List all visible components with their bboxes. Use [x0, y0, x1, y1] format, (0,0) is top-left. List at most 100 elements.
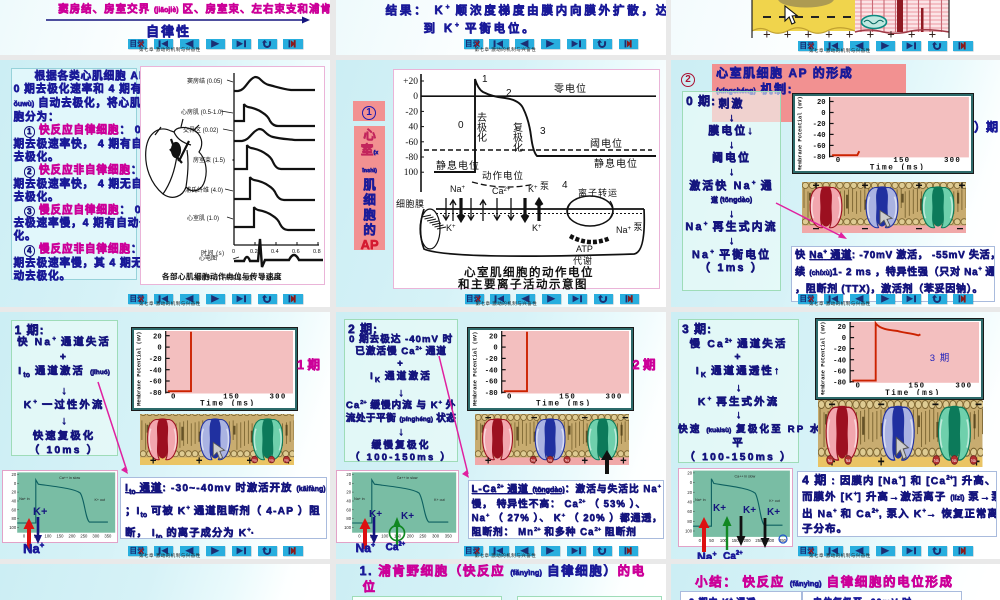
svg-text:+: +	[958, 182, 965, 192]
svg-text:Membrane Potential (mV): Membrane Potential (mV)	[798, 96, 804, 170]
svg-text:Na+ 泵: Na+ 泵	[616, 222, 643, 235]
svg-text:350: 350	[779, 537, 787, 542]
svg-text:0: 0	[349, 481, 352, 486]
svg-text:0: 0	[836, 157, 842, 165]
svg-text:0: 0	[506, 394, 512, 402]
svg-text:0: 0	[821, 110, 825, 118]
svg-text:250: 250	[80, 534, 88, 539]
svg-text:-20: -20	[813, 121, 826, 129]
svg-text:40: 40	[346, 499, 351, 504]
svg-text:各部心肌细胞动作电位与传导速度: 各部心肌细胞动作电位与传导速度	[161, 271, 282, 281]
svg-text:0: 0	[699, 537, 702, 542]
svg-text:零电位: 零电位	[554, 82, 587, 95]
svg-text:200: 200	[69, 534, 77, 539]
svg-text:0: 0	[458, 120, 464, 131]
svg-text:150: 150	[57, 534, 65, 539]
svg-text:Membrane Potential (mV): Membrane Potential (mV)	[137, 331, 143, 405]
svg-text:3 期: 3 期	[929, 353, 949, 364]
svg-text:心房肌 (0.5-1.0): 心房肌 (0.5-1.0)	[181, 108, 223, 116]
svg-text:80: 80	[346, 516, 351, 521]
svg-text:300: 300	[955, 383, 972, 391]
svg-text:−: −	[485, 414, 492, 424]
svg-text:+: +	[485, 455, 492, 465]
svg-text:−: −	[956, 222, 963, 233]
svg-text:静息电位: 静息电位	[594, 157, 638, 170]
svg-text:−: −	[582, 414, 589, 424]
svg-text:Time (ms): Time (ms)	[535, 401, 591, 406]
svg-text:0: 0	[14, 481, 17, 486]
svg-text:K+ 泵: K+ 泵	[528, 181, 549, 194]
svg-text:心室肌 (1.0): 心室肌 (1.0)	[187, 214, 219, 222]
svg-text:40: 40	[687, 499, 692, 504]
svg-text:Na+ in: Na+ in	[354, 497, 365, 501]
svg-text:Ca++ in slow: Ca++ in slow	[59, 476, 80, 480]
svg-text:K+ out: K+ out	[95, 498, 106, 502]
svg-text:Na: Na	[971, 457, 976, 463]
svg-text:心电图: 心电图	[199, 254, 217, 262]
svg-text:Time (ms): Time (ms)	[870, 164, 926, 170]
svg-text:+20: +20	[403, 77, 418, 87]
svg-text:0.4: 0.4	[271, 249, 279, 255]
svg-text:80: 80	[12, 516, 17, 521]
svg-text:−: −	[531, 414, 538, 424]
svg-text:-80: -80	[813, 153, 826, 161]
svg-text:K+: K+	[532, 223, 542, 233]
svg-text:0: 0	[841, 335, 845, 343]
svg-text:-80: -80	[833, 379, 846, 387]
svg-text:细胞膜: 细胞膜	[396, 198, 425, 209]
svg-text:1: 1	[482, 74, 488, 85]
svg-text:心室肌细胞的动作电位: 心室肌细胞的动作电位	[464, 265, 594, 279]
svg-text:Na+ in: Na+ in	[19, 497, 30, 501]
svg-text:Ca++ in slow: Ca++ in slow	[397, 476, 418, 480]
svg-text:静息电位: 静息电位	[436, 159, 480, 172]
svg-text:-20: -20	[484, 356, 497, 364]
svg-text:350: 350	[104, 534, 112, 539]
svg-text:-40: -40	[833, 357, 846, 365]
svg-text:0.6: 0.6	[292, 249, 300, 255]
svg-text:100: 100	[720, 537, 728, 542]
svg-text:0: 0	[23, 534, 26, 539]
svg-text:Membrane Potential (mV): Membrane Potential (mV)	[820, 321, 826, 395]
svg-text:-20: -20	[833, 346, 846, 354]
svg-text:K+: K+	[713, 503, 726, 514]
svg-text:K+: K+	[369, 509, 382, 520]
svg-text:40: 40	[12, 499, 17, 504]
svg-text:-40: -40	[813, 132, 826, 140]
svg-text:K+: K+	[446, 223, 456, 233]
svg-text:-40: -40	[484, 367, 497, 375]
svg-text:K+: K+	[401, 511, 414, 522]
svg-text:0: 0	[690, 480, 693, 485]
svg-text:40: 40	[409, 123, 419, 133]
svg-text:-60: -60	[484, 379, 497, 387]
svg-text:阈电位: 阈电位	[590, 137, 623, 150]
svg-text:-80: -80	[149, 390, 162, 398]
svg-text:Membrane Potential (mV): Membrane Potential (mV)	[472, 331, 478, 405]
svg-text:60: 60	[12, 508, 17, 513]
svg-text:0: 0	[232, 249, 235, 255]
svg-text:4: 4	[562, 180, 568, 191]
svg-text:−: −	[878, 400, 885, 413]
svg-text:房室束 (1.5): 房室束 (1.5)	[193, 156, 225, 164]
svg-text:0: 0	[855, 383, 861, 391]
svg-text:250: 250	[419, 534, 427, 539]
svg-text:+: +	[861, 182, 868, 192]
svg-text:150: 150	[732, 537, 740, 542]
svg-text:−: −	[622, 414, 629, 424]
svg-text:Ca2+: Ca2+	[492, 186, 511, 196]
svg-text:80: 80	[687, 518, 692, 523]
svg-text:ATP: ATP	[576, 244, 593, 254]
svg-text:20: 20	[489, 333, 498, 341]
svg-text:Na: Na	[548, 458, 552, 462]
svg-text:60: 60	[687, 509, 692, 514]
svg-text:K+: K+	[767, 507, 780, 518]
svg-text:150: 150	[893, 157, 910, 165]
svg-text:−: −	[829, 400, 836, 413]
svg-text:-80: -80	[484, 390, 497, 398]
svg-text:-40: -40	[149, 367, 162, 375]
svg-text:200: 200	[744, 537, 752, 542]
svg-text:20: 20	[837, 324, 846, 332]
svg-text:20: 20	[346, 472, 351, 477]
svg-text:100: 100	[344, 525, 352, 530]
svg-text:时间 (s): 时间 (s)	[201, 249, 225, 257]
svg-text:100: 100	[404, 168, 419, 178]
